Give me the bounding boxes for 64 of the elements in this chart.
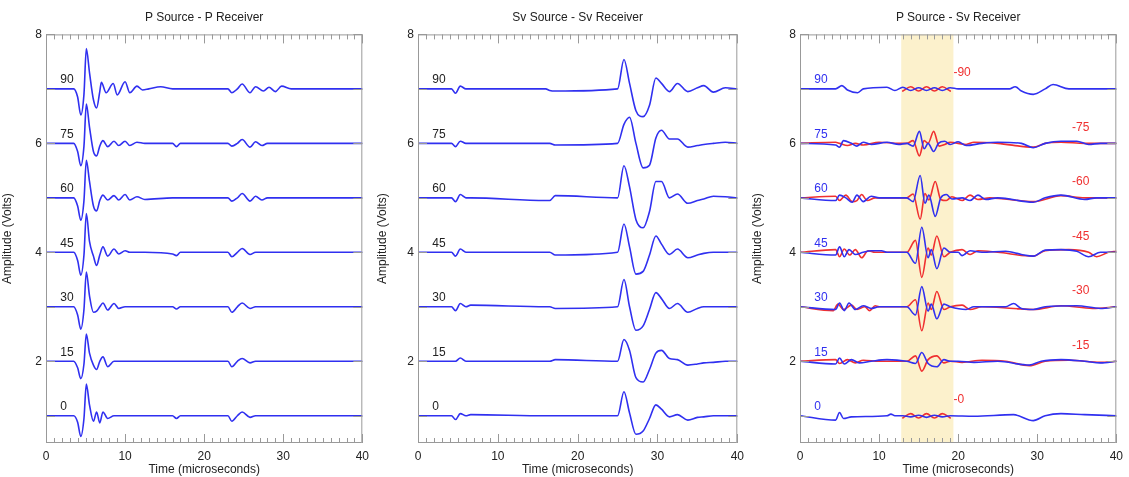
x-tick-label: 40 [355, 448, 370, 463]
x-axis-title: Time (microseconds) [521, 462, 634, 477]
y-tick-label: 6 [35, 135, 43, 150]
series-label: 45 [432, 235, 447, 250]
series-label: -30 [1072, 283, 1090, 298]
x-tick-label: 20 [197, 448, 212, 463]
series-label: 15 [60, 344, 74, 359]
y-tick-label: 2 [407, 353, 415, 368]
x-tick-label: 30 [276, 448, 291, 463]
chart-title: P Source - P Receiver [145, 9, 264, 24]
series-label: 45 [60, 235, 74, 250]
y-tick-label: 8 [35, 26, 43, 41]
series-label: -90 [953, 65, 972, 80]
series-label: 75 [60, 126, 74, 141]
series-label: 90 [60, 72, 74, 87]
series-label: 15 [814, 344, 828, 359]
series-label: 75 [814, 126, 828, 141]
series-label: 75 [432, 126, 447, 141]
y-tick-label: 6 [789, 135, 797, 150]
x-tick-label: 10 [491, 448, 505, 463]
series-label: -75 [1072, 119, 1090, 134]
x-tick-label: 0 [42, 448, 50, 463]
series-label: 60 [60, 181, 74, 196]
x-tick-label: 20 [951, 448, 966, 463]
series-label: 90 [814, 72, 828, 87]
series-label: 30 [60, 290, 74, 305]
series-label: -0 [953, 392, 965, 407]
x-tick-label: 30 [1030, 448, 1045, 463]
y-axis-title: Amplitude (Volts) [374, 193, 389, 285]
chart-title: P Source - Sv Receiver [895, 9, 1021, 24]
series-label: 60 [432, 181, 447, 196]
series-label: -60 [1072, 174, 1090, 189]
x-tick-label: 0 [796, 448, 804, 463]
series-label: 0 [432, 399, 440, 414]
series-label: 30 [432, 290, 447, 305]
y-tick-label: 6 [407, 135, 415, 150]
series-label: 15 [432, 344, 447, 359]
y-tick-label: 4 [407, 244, 415, 259]
x-tick-label: 40 [1109, 448, 1124, 463]
x-axis-title: Time (microseconds) [148, 462, 260, 477]
y-tick-label: 4 [35, 244, 43, 259]
series-label: 0 [60, 399, 68, 414]
x-axis-title: Time (microseconds) [902, 462, 1014, 477]
series-label: -15 [1072, 337, 1090, 352]
y-tick-label: 2 [35, 353, 43, 368]
y-axis-title: Amplitude (Volts) [749, 193, 764, 285]
series-label: -45 [1072, 228, 1090, 243]
series-label: 90 [432, 72, 447, 87]
series-label: 60 [814, 181, 828, 196]
y-tick-label: 2 [789, 353, 797, 368]
y-axis-title: Amplitude (Volts) [0, 193, 14, 285]
x-tick-label: 10 [872, 448, 887, 463]
x-tick-label: 40 [730, 448, 745, 463]
y-tick-label: 8 [789, 26, 797, 41]
chart-title: Sv Source - Sv Receiver [512, 9, 644, 24]
series-label: 45 [814, 235, 828, 250]
series-label: 0 [814, 399, 822, 414]
series-label: 30 [814, 290, 828, 305]
y-tick-label: 4 [789, 244, 797, 259]
x-tick-label: 10 [118, 448, 133, 463]
y-tick-label: 8 [407, 26, 415, 41]
x-tick-label: 30 [650, 448, 665, 463]
x-tick-label: 0 [414, 448, 422, 463]
x-tick-label: 20 [570, 448, 585, 463]
